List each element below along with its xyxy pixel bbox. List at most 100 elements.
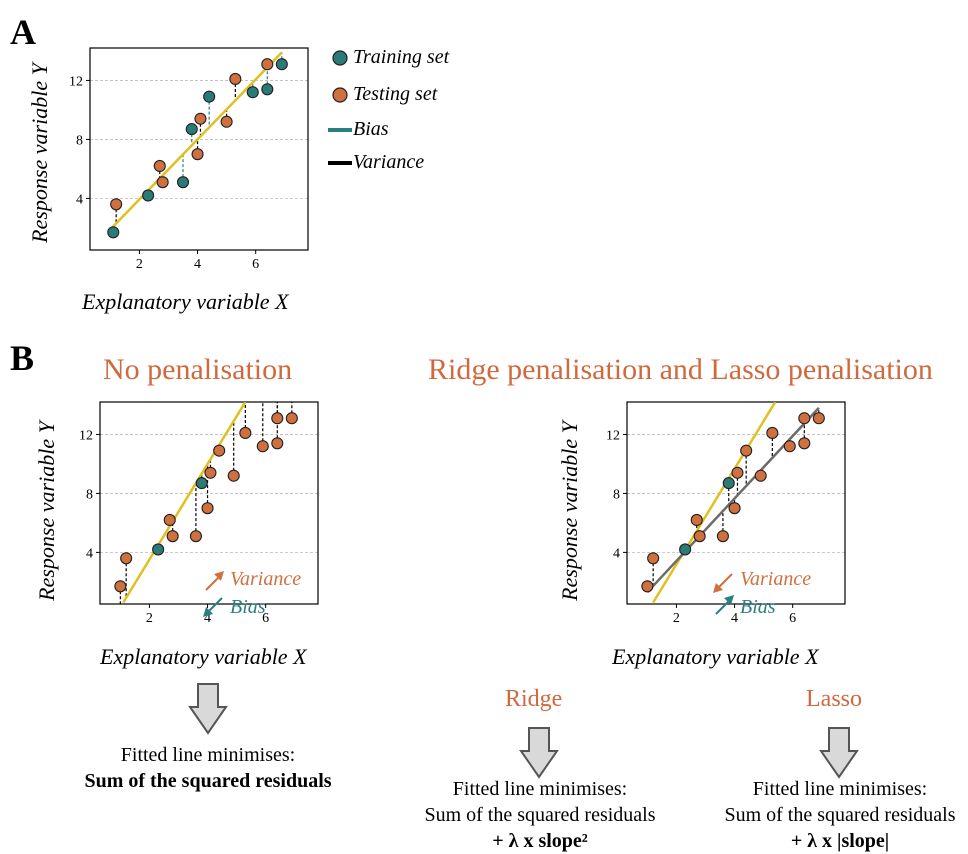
legend-bias-label: Bias bbox=[353, 118, 389, 140]
chart-b-left: 4 8 12 2 4 6 bbox=[79, 401, 319, 626]
a-testing-point bbox=[156, 176, 169, 189]
b-right-testing-point bbox=[647, 552, 660, 565]
legend-a: Training set Testing set Bias Variance bbox=[325, 44, 485, 184]
legend-training-label: Training set bbox=[353, 46, 450, 68]
b-right-frame bbox=[626, 401, 846, 605]
b-left-testing-point bbox=[285, 412, 298, 425]
b-left-xtick-label: 2 bbox=[146, 611, 153, 626]
b-right-penalised-line bbox=[646, 407, 820, 594]
caption-ridge-line1: Fitted line minimises: bbox=[452, 778, 628, 800]
b-left-ytick-label: 8 bbox=[86, 487, 93, 502]
b-right-xtick-label: 2 bbox=[673, 611, 680, 626]
b-left-frame bbox=[99, 401, 319, 605]
variance-up-arrow-icon bbox=[205, 571, 224, 591]
caption-lasso: Fitted line minimises: Sum of the square… bbox=[690, 776, 968, 854]
b-right-fit-line bbox=[652, 402, 777, 604]
b-left-xtick-label: 4 bbox=[204, 611, 211, 626]
a-testing-point bbox=[153, 159, 166, 173]
a-ytick-label: 4 bbox=[76, 192, 83, 207]
a-fit-line bbox=[109, 51, 283, 231]
b-right-ytick-label: 12 bbox=[606, 428, 620, 443]
a-training-point bbox=[176, 176, 190, 189]
caption-lasso-line1: Fitted line minimises: bbox=[752, 778, 928, 800]
panel-letter-a: A bbox=[10, 12, 36, 52]
b-left-testing-point bbox=[204, 466, 217, 479]
b-left-testing-point bbox=[120, 552, 133, 565]
variance-down-arrow-icon bbox=[713, 573, 733, 593]
b-right-testing-point bbox=[728, 502, 741, 515]
a-xtick-label: 6 bbox=[252, 257, 259, 272]
caption-ridge: Fitted line minimises: Sum of the square… bbox=[390, 776, 690, 854]
b-right-testing-point bbox=[783, 440, 796, 453]
b-left-ytick-label: 4 bbox=[86, 546, 93, 561]
a-testing-point bbox=[261, 58, 274, 71]
legend-testing-label: Testing set bbox=[353, 83, 438, 105]
legend-variance-label: Variance bbox=[353, 151, 425, 173]
chart-a: 4 8 12 2 4 6 bbox=[69, 47, 309, 272]
b-right-testing-point bbox=[731, 466, 744, 479]
chart-b-left-xlabel: Explanatory variable X bbox=[100, 644, 307, 669]
b-left-training-point bbox=[152, 543, 165, 556]
a-frame bbox=[89, 47, 309, 251]
a-plot-area bbox=[109, 51, 283, 233]
a-training-point bbox=[203, 90, 216, 103]
a-testing-point bbox=[191, 148, 204, 161]
b-right-testing-point bbox=[754, 469, 767, 482]
b-left-testing-point bbox=[256, 440, 269, 453]
title-no-penalisation: No penalisation bbox=[103, 353, 293, 386]
b-left-training-point bbox=[195, 477, 208, 490]
bias-up-arrow-icon bbox=[715, 595, 734, 615]
b-right-testing-point bbox=[716, 530, 729, 543]
chart-b-right-xlabel: Explanatory variable X bbox=[612, 644, 819, 669]
chart-b-right-bias-label: Bias bbox=[740, 596, 776, 618]
b-right-testing-point bbox=[690, 513, 703, 527]
title-ridge-lasso: Ridge penalisation and Lasso penalisatio… bbox=[428, 353, 933, 386]
caption-lasso-line2: Sum of the squared residuals bbox=[724, 804, 956, 826]
a-ytick-label: 12 bbox=[69, 74, 83, 89]
b-right-testing-point bbox=[798, 437, 811, 450]
a-testing-point bbox=[110, 198, 123, 211]
a-training-point bbox=[261, 83, 274, 96]
b-left-testing-point bbox=[114, 580, 127, 593]
a-xtick-label: 4 bbox=[194, 257, 201, 272]
b-left-plot-area bbox=[119, 402, 293, 604]
b-left-testing-point bbox=[163, 513, 176, 527]
caption-lasso-line3: + λ x |slope| bbox=[790, 830, 890, 852]
b-right-testing-point bbox=[766, 426, 779, 440]
a-testing-point bbox=[194, 112, 207, 125]
caption-no-penalisation-line1: Fitted line minimises: bbox=[120, 744, 296, 766]
b-right-training-point bbox=[722, 477, 735, 490]
a-training-point bbox=[185, 123, 198, 136]
b-right-ytick-label: 8 bbox=[613, 487, 620, 502]
a-training-point bbox=[142, 189, 155, 202]
chart-b-left-arrows bbox=[203, 571, 224, 617]
legend-training-marker bbox=[332, 50, 348, 66]
b-left-ytick-label: 12 bbox=[79, 428, 93, 443]
chart-b-right: 4 8 12 2 4 6 bbox=[606, 401, 846, 626]
chart-a-ylabel: Response variable Y bbox=[27, 63, 52, 243]
b-left-testing-point bbox=[271, 412, 284, 425]
chart-b-right-ylabel: Response variable Y bbox=[557, 421, 582, 601]
caption-no-penalisation: Fitted line minimises: Sum of the square… bbox=[58, 742, 358, 794]
chart-b-right-variance-label: Variance bbox=[740, 568, 812, 590]
chart-b-left-variance-label: Variance bbox=[230, 568, 302, 590]
down-arrow-left-icon bbox=[188, 683, 228, 735]
b-right-training-point bbox=[679, 543, 692, 556]
b-left-xtick-label: 6 bbox=[262, 611, 269, 626]
b-left-testing-point bbox=[189, 530, 202, 543]
b-left-testing-point bbox=[239, 426, 252, 440]
legend-a-symbols bbox=[328, 50, 352, 165]
b-right-xtick-label: 6 bbox=[789, 611, 796, 626]
a-training-point bbox=[275, 58, 288, 71]
caption-ridge-line2: Sum of the squared residuals bbox=[424, 804, 656, 826]
chart-b-left-bias-label: Bias bbox=[230, 596, 266, 618]
caption-ridge-line3: + λ x slope² bbox=[492, 830, 588, 852]
a-xtick-label: 2 bbox=[136, 257, 143, 272]
a-training-point bbox=[107, 226, 120, 239]
b-right-testing-point bbox=[641, 580, 654, 593]
legend-testing-marker bbox=[332, 87, 348, 103]
b-right-testing-point bbox=[740, 444, 753, 457]
chart-b-right-arrows bbox=[713, 573, 734, 615]
b-right-testing-point bbox=[812, 412, 825, 425]
chart-b-left-ylabel: Response variable Y bbox=[34, 421, 59, 601]
